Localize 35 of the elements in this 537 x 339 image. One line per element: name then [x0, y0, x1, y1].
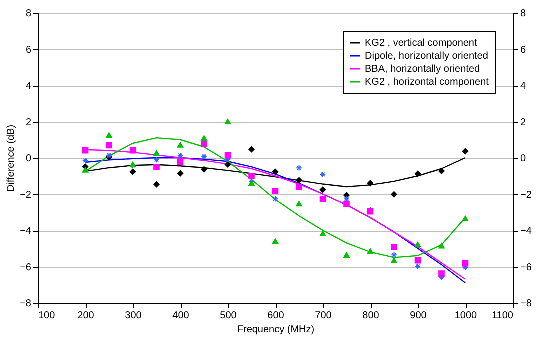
- y-tick-label: 6: [26, 44, 32, 56]
- y-tick-label: −8: [20, 298, 32, 310]
- x-axis-title: Frequency (MHz): [237, 324, 315, 336]
- x-tick-label: 300: [125, 310, 142, 322]
- y2-tick-label: 8: [520, 8, 526, 20]
- y-tick-label: 2: [26, 117, 32, 128]
- x-tick-label: 600: [268, 310, 285, 322]
- y2-tick-label: −2: [520, 190, 532, 201]
- x-tick-label: 800: [362, 310, 380, 322]
- y2-tick-label: −6: [520, 262, 532, 274]
- y2-tick-label: 2: [520, 117, 526, 128]
- y-tick-label: −6: [20, 262, 32, 274]
- y-tick-label: 0: [26, 154, 32, 164]
- legend-label: KG2 , vertical component: [365, 38, 478, 49]
- x-tick-label: 100: [38, 310, 56, 322]
- x-tick-label: 200: [78, 310, 95, 322]
- y-tick-label: −4: [20, 226, 32, 237]
- y-tick-label: −2: [20, 190, 32, 201]
- y-tick-label: 4: [26, 81, 32, 92]
- y2-tick-label: 4: [520, 81, 526, 92]
- x-tick-label: 1100: [492, 310, 514, 322]
- y-tick-label: 8: [26, 8, 32, 20]
- y2-tick-label: 6: [520, 44, 526, 56]
- x-tick-label: 500: [220, 310, 238, 322]
- x-tick-label: 900: [410, 310, 428, 322]
- y-axis-title: Difference (dB): [6, 124, 18, 192]
- x-tick-label: 400: [172, 310, 190, 322]
- x-tick-label: 700: [315, 310, 332, 322]
- y2-tick-label: 0: [520, 154, 526, 164]
- x-tick-label: 1000: [454, 310, 478, 322]
- legend-label: BBA, horizontally oriented: [365, 64, 480, 75]
- legend-label: KG2 , horizontal component: [365, 77, 490, 88]
- y2-tick-label: −8: [520, 298, 532, 310]
- legend-label: Dipole, horizontally oriented: [365, 51, 488, 62]
- y2-tick-label: −4: [520, 226, 532, 237]
